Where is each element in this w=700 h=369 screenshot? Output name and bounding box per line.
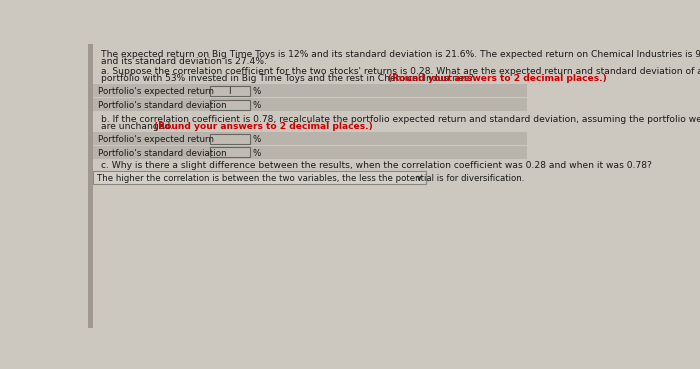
Text: are unchanged.: are unchanged. (102, 122, 176, 131)
Text: The expected return on Big Time Toys is 12% and its standard deviation is 21.6%.: The expected return on Big Time Toys is … (102, 51, 700, 59)
Bar (93, 146, 527, 159)
Bar (93, 132, 527, 145)
Bar (210, 148, 251, 158)
Text: %: % (253, 149, 261, 158)
Text: %: % (253, 87, 261, 96)
Text: Portfolio's expected return: Portfolio's expected return (97, 87, 214, 96)
Text: portfolio with 53% invested in Big Time Toys and the rest in Chemical Industries: portfolio with 53% invested in Big Time … (102, 74, 477, 83)
Text: b. If the correlation coefficient is 0.78, recalculate the portfolio expected re: b. If the correlation coefficient is 0.7… (102, 115, 700, 124)
Bar (93, 85, 527, 97)
Text: and its standard deviation is 27.4%.: and its standard deviation is 27.4%. (102, 57, 267, 66)
Text: Portfolio's expected return: Portfolio's expected return (97, 135, 214, 144)
Text: %: % (253, 135, 261, 144)
Bar (210, 86, 251, 96)
Text: c. Why is there a slight difference between the results, when the correlation co: c. Why is there a slight difference betw… (102, 161, 652, 170)
Text: (Round your answers to 2 decimal places.): (Round your answers to 2 decimal places.… (389, 74, 607, 83)
Bar (210, 134, 251, 144)
Bar (93, 98, 527, 111)
Text: ∨: ∨ (416, 174, 423, 183)
Text: a. Suppose the correlation coefficient for the two stocks' returns is 0.28. What: a. Suppose the correlation coefficient f… (102, 68, 700, 76)
Bar (93, 170, 426, 184)
Text: Portfolio's standard deviation: Portfolio's standard deviation (97, 149, 226, 158)
Text: Portfolio's standard deviation: Portfolio's standard deviation (97, 101, 226, 110)
Text: (Round your answers to 2 decimal places.): (Round your answers to 2 decimal places.… (154, 122, 373, 131)
Text: I: I (228, 87, 230, 96)
Text: The higher the correlation is between the two variables, the less the potential : The higher the correlation is between th… (97, 174, 524, 183)
Text: %: % (253, 101, 261, 110)
Bar (88, 44, 93, 328)
Bar (210, 100, 251, 110)
